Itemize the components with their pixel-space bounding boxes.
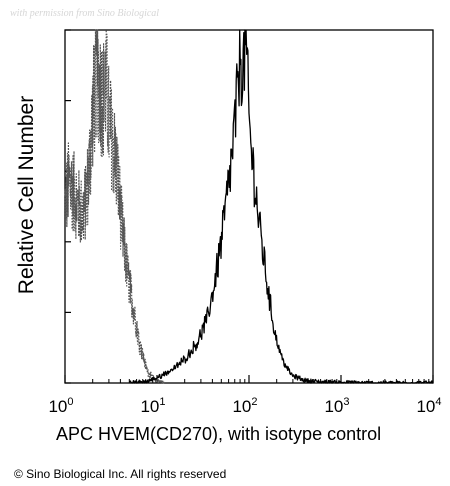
x-tick-labels: 100 101 102 103 104 bbox=[48, 396, 441, 416]
x-tick-label: 103 bbox=[324, 396, 349, 416]
x-tick-label: 104 bbox=[416, 396, 441, 416]
y-axis-label: Relative Cell Number bbox=[15, 95, 38, 295]
series-2-line bbox=[129, 29, 434, 384]
x-axis-label: APC HVEM(CD270), with isotype control bbox=[56, 424, 382, 444]
watermark-text: with permission from Sino Biological bbox=[10, 8, 160, 19]
copyright-text: © Sino Biological Inc. All rights reserv… bbox=[14, 467, 227, 481]
series-layer bbox=[64, 29, 434, 384]
series-1-line bbox=[64, 29, 165, 384]
series-1 bbox=[64, 29, 165, 384]
series-2 bbox=[129, 29, 434, 384]
x-tick-label: 100 bbox=[48, 396, 73, 416]
x-tick-label: 102 bbox=[232, 396, 257, 416]
x-tick-label: 101 bbox=[140, 396, 165, 416]
